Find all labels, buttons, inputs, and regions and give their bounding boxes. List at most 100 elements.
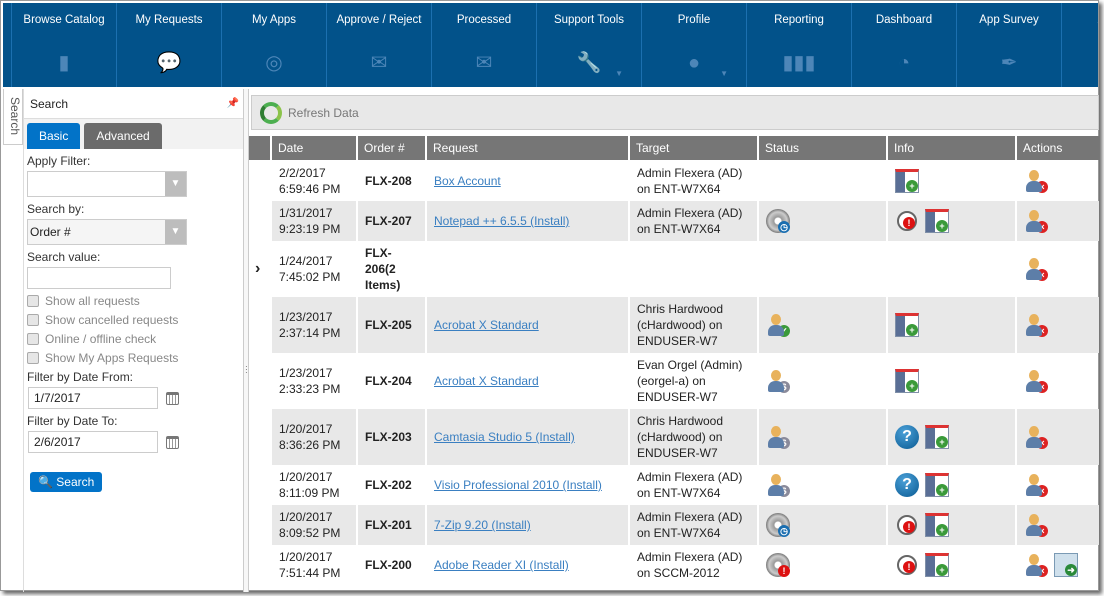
checkbox-row[interactable]: Show cancelled requests [27, 313, 243, 327]
request-link[interactable]: Camtasia Studio 5 (Install) [434, 430, 575, 444]
column-header-info[interactable]: Info [886, 136, 1016, 160]
table-row[interactable]: › 1/24/2017 7:45:02 PM FLX-206(2 Items) × [249, 241, 1099, 297]
refresh-icon[interactable] [260, 101, 282, 124]
user-cancel-icon[interactable]: × [1024, 257, 1048, 281]
alarm-warning-icon[interactable]: ! [897, 515, 917, 535]
expand-cell[interactable]: › [249, 241, 271, 297]
expand-cell [249, 353, 271, 409]
pin-icon[interactable]: 📌 [226, 98, 239, 109]
notebook-add-icon[interactable]: + [925, 209, 949, 233]
caret-down-icon[interactable]: ▼ [720, 69, 728, 78]
disc-clock-icon[interactable]: ◷ [766, 513, 790, 537]
caret-down-icon[interactable]: ▼ [615, 69, 623, 78]
user-cancel-icon[interactable]: × [1024, 553, 1048, 577]
checkbox[interactable] [27, 295, 39, 307]
disc-error-icon[interactable]: ! [766, 553, 790, 577]
request-link[interactable]: Box Account [434, 173, 501, 188]
nav-dashboard[interactable]: Dashboard ◔ [851, 3, 956, 87]
table-row[interactable]: 1/20/2017 8:09:52 PM FLX-201 7-Zip 9.20 (In… [249, 505, 1099, 545]
notebook-add-icon[interactable]: + [895, 168, 919, 193]
search-value-input[interactable] [27, 267, 171, 289]
search-side-tab[interactable]: Search [3, 89, 23, 145]
nav-profile[interactable]: Profile ● ▼ [641, 3, 746, 87]
tab-advanced[interactable]: Advanced [84, 123, 162, 149]
user-cancel-icon[interactable]: × [1024, 473, 1048, 497]
request-link[interactable]: Adobe Reader XI (Install) [434, 558, 569, 572]
nav-app-survey[interactable]: App Survey ✒ [956, 3, 1061, 87]
nav-approve-reject[interactable]: Approve / Reject ✉ [326, 3, 431, 87]
user-pending-icon[interactable]: $ [766, 369, 790, 393]
user-cancel-icon[interactable]: × [1024, 169, 1048, 193]
checkbox[interactable] [27, 314, 39, 326]
notebook-add-icon[interactable]: + [895, 313, 919, 337]
panel-splitter[interactable]: · · · [243, 89, 249, 592]
user-cancel-icon[interactable]: × [1024, 369, 1048, 393]
calendar-icon[interactable] [166, 435, 179, 449]
checkbox-label: Show My Apps Requests [45, 351, 179, 365]
column-header-status[interactable]: Status [757, 136, 887, 160]
nav-processed[interactable]: Processed ✉ [431, 3, 536, 87]
help-icon[interactable]: ? [895, 425, 919, 449]
nav-label: App Survey [979, 14, 1039, 26]
table-row[interactable]: 2/2/2017 6:59:46 PM FLX-208 Box Account Admi… [249, 160, 1099, 201]
refresh-data-button[interactable]: Refresh Data [288, 105, 359, 120]
expand-arrow-icon[interactable]: › [255, 260, 261, 277]
request-link[interactable]: Notepad ++ 6.5.5 (Install) [434, 214, 570, 228]
table-row[interactable]: 1/23/2017 2:37:14 PM FLX-205 Acrobat X Stan… [249, 297, 1099, 353]
search-by-select[interactable]: Order # ▼ [27, 219, 187, 245]
checkbox-row[interactable]: Online / offline check [27, 332, 243, 346]
column-header-request[interactable]: Request [425, 136, 629, 160]
request-link[interactable]: Visio Professional 2010 (Install) [434, 478, 602, 492]
search-button[interactable]: 🔍 Search [30, 472, 102, 492]
checkbox[interactable] [27, 333, 39, 345]
alarm-warning-icon[interactable]: ! [897, 211, 917, 231]
dropdown-arrow-icon[interactable]: ▼ [165, 172, 186, 196]
user-approved-icon[interactable]: ✓ [766, 313, 790, 337]
nav-my-apps[interactable]: My Apps ◎ [221, 3, 326, 87]
table-row[interactable]: 1/20/2017 7:51:44 PM FLX-200 Adobe Reader X… [249, 545, 1099, 585]
alarm-warning-icon[interactable]: ! [897, 555, 917, 575]
table-row[interactable]: 1/31/2017 9:23:19 PM FLX-207 Notepad ++ 6.5… [249, 201, 1099, 241]
date-to-input[interactable]: 2/6/2017 [28, 431, 158, 453]
notebook-add-icon[interactable]: + [895, 369, 919, 393]
column-header-order[interactable]: Order # [356, 136, 426, 160]
nav-support-tools[interactable]: Support Tools 🔧 ▼ [536, 3, 641, 87]
calendar-icon[interactable] [166, 391, 179, 405]
request-link[interactable]: Acrobat X Standard [434, 374, 539, 388]
table-row[interactable]: 1/23/2017 2:33:23 PM FLX-204 Acrobat X Stan… [249, 353, 1099, 409]
nav-admin[interactable]: Admin ⚙ [1061, 3, 1098, 87]
tab-basic[interactable]: Basic [27, 123, 81, 149]
table-row[interactable]: 1/20/2017 8:11:09 PM FLX-202 Visio Professi… [249, 465, 1099, 505]
user-cancel-icon[interactable]: × [1024, 513, 1048, 537]
notebook-add-icon[interactable]: + [925, 513, 949, 537]
actions-cell: × [1015, 465, 1099, 505]
column-header-actions[interactable]: Actions [1015, 136, 1099, 160]
notebook-add-icon[interactable]: + [925, 473, 949, 497]
help-icon[interactable]: ? [895, 473, 919, 497]
apply-filter-select[interactable]: ▼ [27, 171, 187, 197]
document-export-icon[interactable]: ➜ [1054, 553, 1078, 577]
date-from-input[interactable]: 1/7/2017 [28, 387, 158, 409]
checkbox[interactable] [27, 352, 39, 364]
target: Admin Flexera (AD) on SCCM-2012 [628, 545, 758, 585]
checkbox-row[interactable]: Show all requests [27, 294, 243, 308]
nav-my-requests[interactable]: My Requests 💬 [116, 3, 221, 87]
user-cancel-icon[interactable]: × [1024, 209, 1048, 233]
dropdown-arrow-icon[interactable]: ▼ [165, 220, 186, 244]
user-pending-icon[interactable]: $ [766, 473, 790, 497]
user-cancel-icon[interactable]: × [1024, 313, 1048, 337]
request-link[interactable]: Acrobat X Standard [434, 318, 539, 332]
user-pending-icon[interactable]: $ [766, 425, 790, 449]
request-link[interactable]: 7-Zip 9.20 (Install) [434, 518, 531, 532]
column-header-target[interactable]: Target [628, 136, 758, 160]
table-row[interactable]: 1/20/2017 8:36:26 PM FLX-203 Camtasia Studi… [249, 409, 1099, 465]
disc-clock-icon[interactable]: ◷ [766, 209, 790, 233]
nav-browse-catalog[interactable]: Browse Catalog ▮ [11, 3, 116, 87]
nav-reporting[interactable]: Reporting ▮▮▮ [746, 3, 851, 87]
notebook-add-icon[interactable]: + [925, 425, 949, 449]
nav-label: Admin [1062, 13, 1099, 27]
column-header-date[interactable]: Date [270, 136, 357, 160]
checkbox-row[interactable]: Show My Apps Requests [27, 351, 243, 365]
user-cancel-icon[interactable]: × [1024, 425, 1048, 449]
notebook-add-icon[interactable]: + [925, 553, 949, 577]
